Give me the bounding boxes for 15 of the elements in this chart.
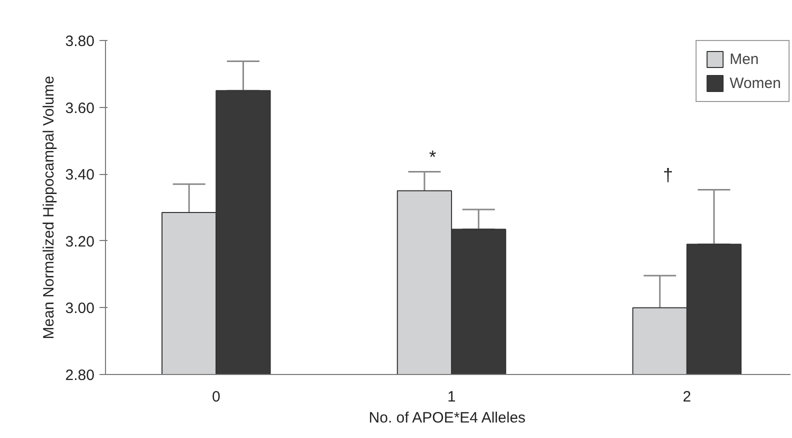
annotation: †	[662, 164, 673, 185]
annotation: *	[429, 146, 436, 167]
x-axis-title: No. of APOE*E4 Alleles	[368, 410, 526, 426]
legend-label: Men	[730, 50, 759, 68]
y-tick-label: 3.80	[65, 33, 95, 50]
y-axis-title: Mean Normalized Hippocampal Volume	[40, 76, 58, 340]
legend-label: Women	[730, 74, 781, 92]
y-tick-label: 2.80	[65, 367, 95, 384]
y-tick-label: 3.40	[65, 166, 95, 184]
x-tick-label: 1	[447, 388, 456, 406]
y-tick-label: 3.60	[65, 100, 95, 117]
x-tick-label: 2	[682, 388, 692, 406]
y-tick-label: 3.00	[65, 300, 95, 318]
x-tick-label: 0	[212, 388, 220, 406]
y-tick-label: 3.20	[65, 233, 95, 250]
